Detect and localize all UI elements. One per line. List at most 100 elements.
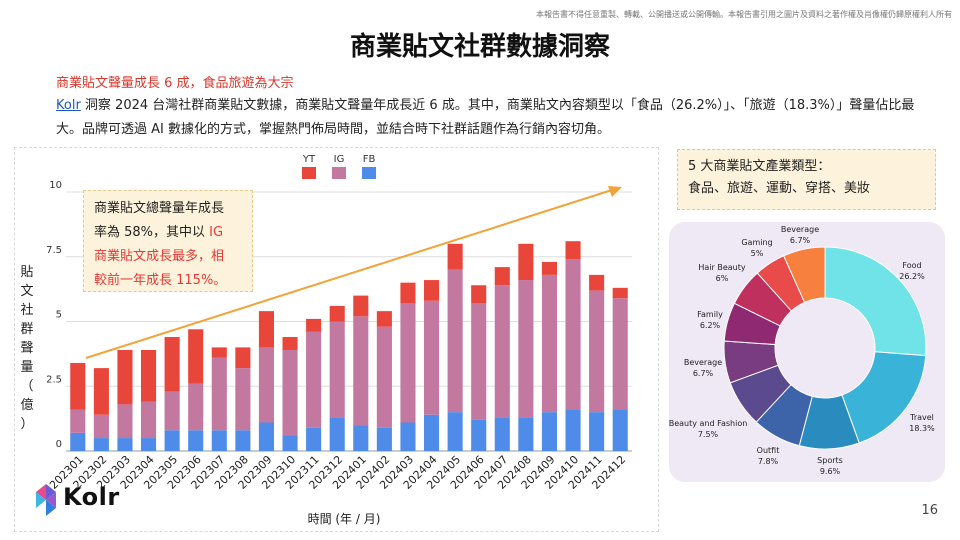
bar-segment-ig [447, 269, 463, 413]
callout-line-1: 商業貼文總聲量年成長 [94, 201, 225, 216]
legend-swatch-yt [302, 167, 316, 179]
type-box-line-2: 食品、旅遊、運動、穿搭、美妝 [688, 181, 871, 196]
bar-segment-yt [140, 349, 157, 402]
legend-swatch-fb [362, 167, 376, 179]
bar-segment-ig [400, 303, 416, 423]
bar-segment-ig [258, 347, 275, 423]
stacked-bar-chart: 02.557.510202301202302202303202304202305… [20, 154, 632, 526]
bar-segment-ig [93, 414, 109, 439]
bar-segment-fb [423, 414, 440, 451]
bar-segment-fb [329, 417, 345, 451]
page-subtitle: 商業貼文聲量成長 6 成，食品旅遊為大宗 [56, 76, 294, 91]
bar-segment-ig [164, 391, 180, 431]
bar-chart-frame [14, 147, 659, 532]
bar-segment-fb [518, 417, 534, 451]
y-tick-label: 2.5 [46, 374, 62, 385]
bar-segment-yt [376, 311, 392, 327]
bar-segment-yt [258, 311, 275, 348]
bar-segment-yt [589, 274, 605, 291]
page-number: 16 [921, 503, 938, 518]
bar-segment-fb [589, 412, 605, 451]
kolr-link[interactable]: Kolr [56, 98, 81, 113]
bar-segment-ig [235, 368, 251, 431]
bar-segment-ig [541, 274, 558, 413]
bar-segment-fb [471, 419, 487, 451]
bar-segment-yt [471, 285, 487, 304]
bar-segment-ig [565, 259, 581, 410]
bar-segment-fb [494, 417, 510, 451]
description-text: 洞察 2024 台灣社群商業貼文數據，商業貼文聲量年成長近 6 成。其中，商業貼… [56, 98, 915, 137]
x-axis-label: 時間 (年 / 月) [308, 512, 381, 526]
bar-segment-fb [612, 409, 628, 451]
y-axis-label-char: 群 [20, 322, 33, 337]
bar-segment-ig [282, 349, 298, 436]
trend-arrow-head-icon [608, 186, 622, 197]
y-axis-label-char: ） [20, 417, 33, 432]
trend-arrow-line [85, 189, 613, 359]
y-axis-label-char: 聲 [20, 340, 33, 356]
y-axis-label-char: 文 [20, 284, 33, 299]
bar-segment-ig [518, 280, 534, 418]
bar-segment-ig [589, 290, 605, 413]
legend-label-yt: YT [302, 154, 316, 165]
bar-segment-yt [93, 368, 109, 415]
bar-segment-yt [565, 241, 581, 260]
bar-segment-yt [447, 243, 463, 270]
bar-segment-ig [70, 409, 86, 433]
y-axis-label-char: 量 [20, 360, 33, 375]
bar-segment-yt [164, 337, 180, 392]
bar-segment-yt [117, 349, 133, 405]
bar-segment-ig [140, 401, 157, 439]
bar-segment-yt [329, 305, 345, 322]
y-axis-label-char: （ [20, 379, 33, 394]
bar-segment-yt [211, 347, 227, 358]
bar-segment-ig [376, 326, 392, 428]
bar-segment-fb [541, 412, 558, 451]
bar-segment-fb [188, 430, 204, 451]
bar-segment-fb [258, 422, 275, 451]
y-axis-label-char: 社 [20, 302, 33, 318]
bar-segment-yt [353, 295, 369, 317]
type-box-line-1: 5 大商業貼文產業類型： [688, 159, 831, 174]
bar-segment-fb [140, 438, 157, 451]
bar-segment-ig [329, 321, 345, 418]
bar-segment-fb [282, 435, 298, 451]
callout-ig-highlight: IG [209, 225, 224, 240]
disclaimer-text: 本報告書不得任意重製、轉載、公開播送或公開傳輸。本報告書引用之圖片及資料之著作權… [536, 10, 952, 19]
growth-callout: 商業貼文總聲量年成長 率為 58%，其中以 IG 商業貼文成長最多，相 較前一年… [83, 190, 253, 292]
page-title: 商業貼文社群數據洞察 [349, 32, 610, 62]
logo-text: Kolr [63, 483, 120, 511]
bar-segment-yt [612, 287, 628, 299]
bar-segment-yt [423, 280, 440, 301]
bar-segment-fb [235, 430, 251, 451]
y-tick-label: 5 [56, 310, 62, 321]
bar-segment-ig [612, 298, 628, 410]
industry-type-box: 5 大商業貼文產業類型： 食品、旅遊、運動、穿搭、美妝 [677, 149, 936, 210]
bar-segment-yt [400, 282, 416, 304]
y-axis-label-char: 億 [20, 397, 33, 413]
bar-segment-ig [423, 300, 440, 415]
bar-segment-yt [306, 318, 322, 332]
bar-segment-yt [70, 362, 86, 410]
bar-segment-fb [211, 430, 227, 451]
bar-segment-fb [306, 427, 322, 451]
legend-label-ig: IG [334, 154, 345, 165]
bar-segment-yt [541, 261, 558, 275]
y-tick-label: 0 [56, 439, 62, 450]
bar-segment-fb [353, 425, 369, 451]
bar-segment-fb [376, 427, 392, 451]
bar-segment-ig [494, 285, 510, 418]
bar-segment-fb [565, 409, 581, 451]
bar-segment-fb [447, 412, 463, 451]
bar-segment-yt [494, 267, 510, 286]
callout-line-2: 率為 58%，其中以 IG [94, 225, 224, 240]
bar-segment-ig [188, 383, 204, 431]
bar-segment-ig [117, 404, 133, 439]
bar-segment-ig [471, 303, 487, 420]
bar-segment-fb [117, 438, 133, 451]
callout-line-3: 商業貼文成長最多，相 [94, 249, 225, 264]
legend-label-fb: FB [363, 154, 376, 165]
callout-line-4: 較前一年成長 115%。 [94, 273, 227, 288]
bar-segment-yt [235, 347, 251, 369]
bar-segment-ig [306, 331, 322, 428]
